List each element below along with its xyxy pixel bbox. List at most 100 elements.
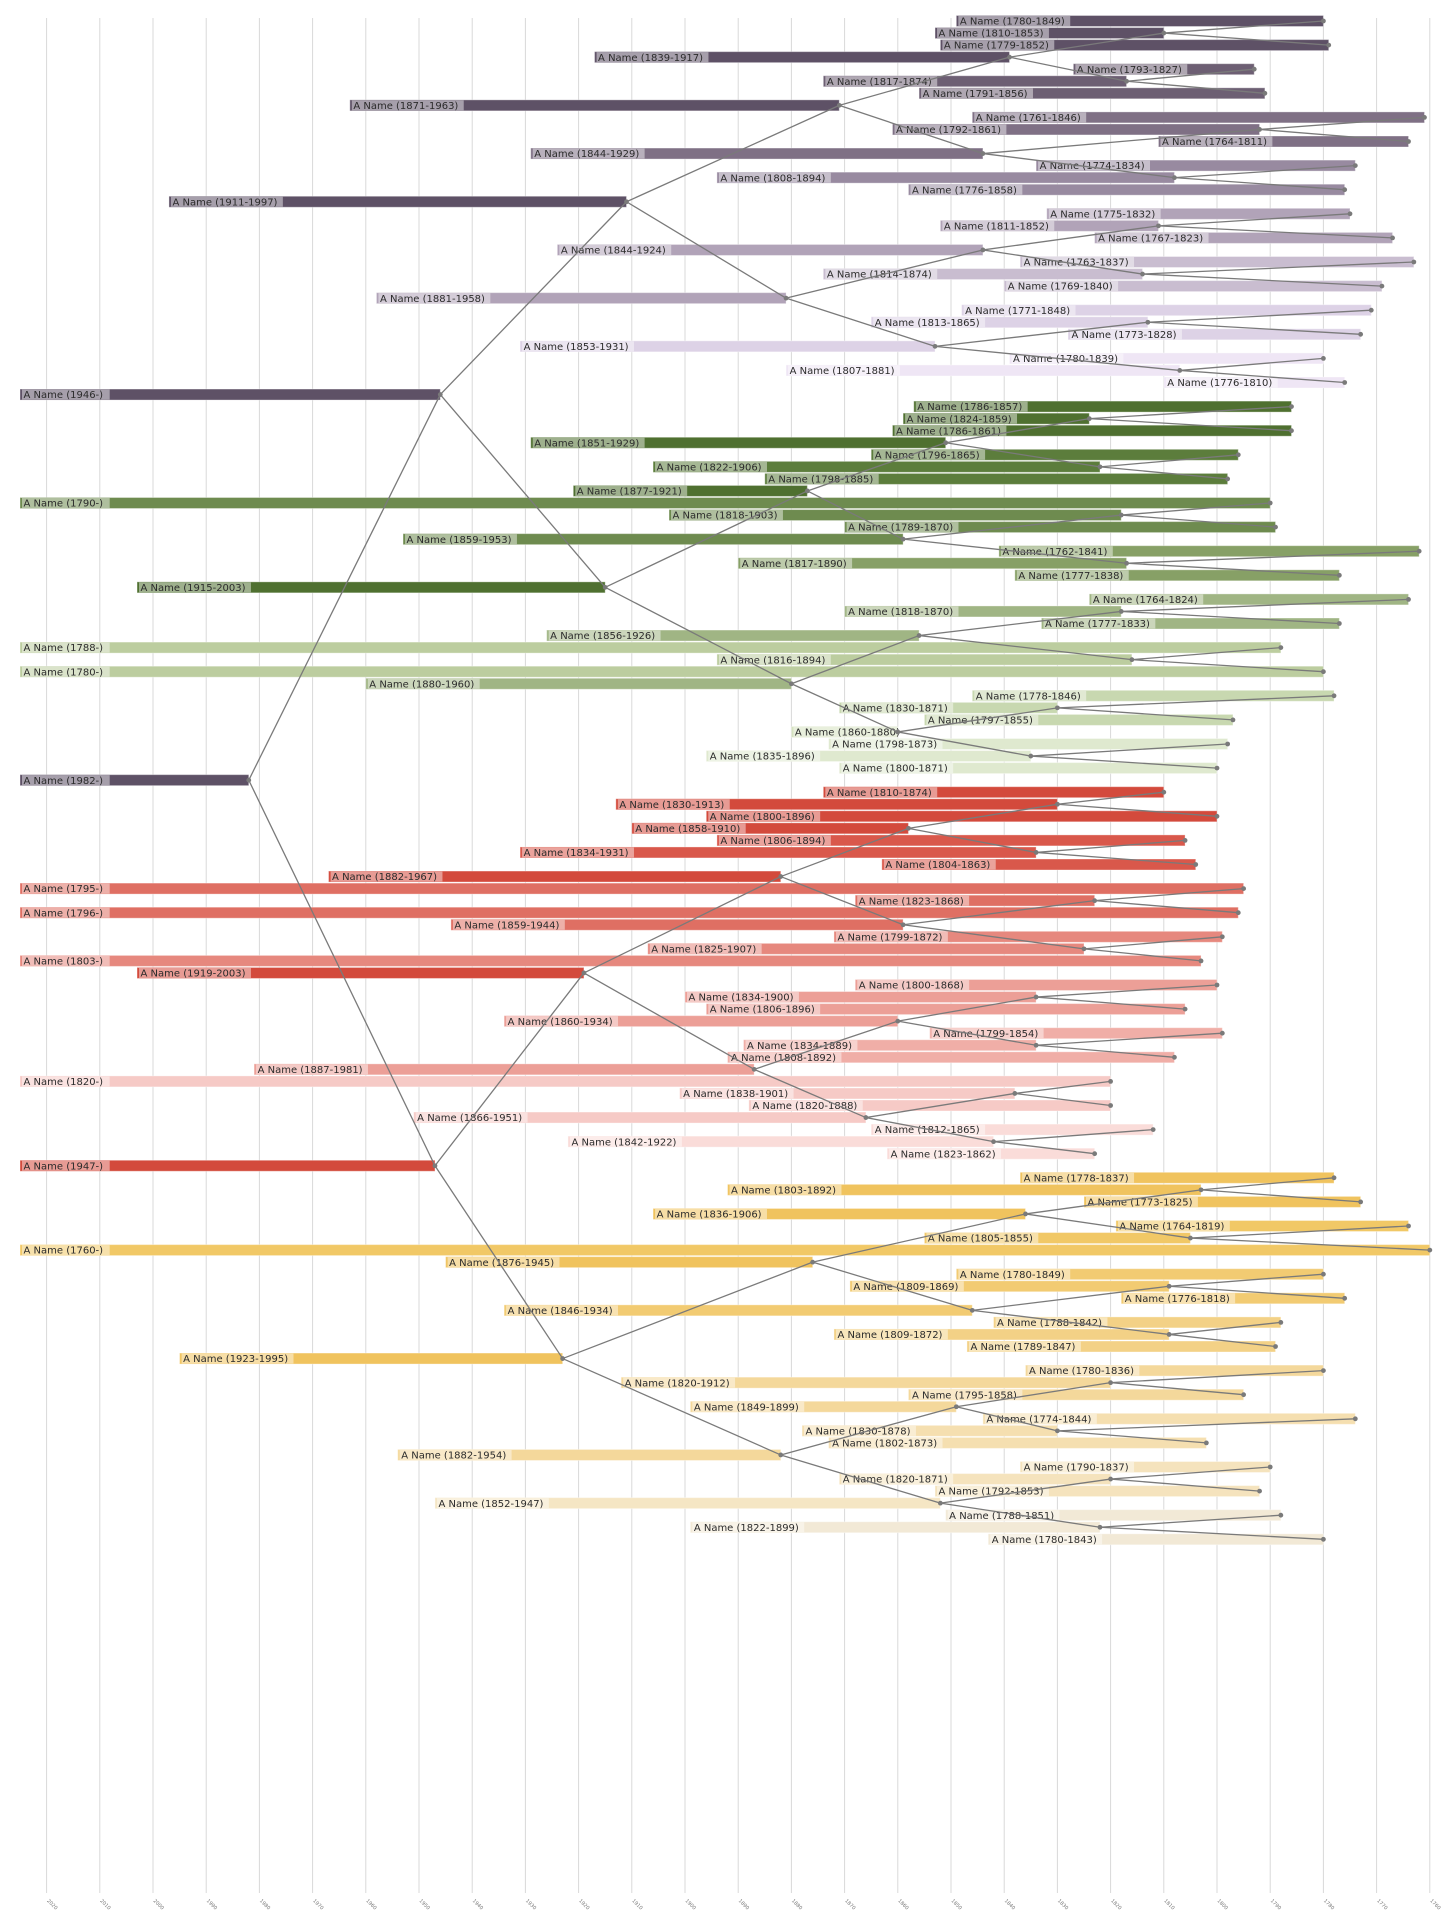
person-bar[interactable]: A Name (1835-1896)	[705, 750, 1032, 763]
label-background	[1117, 1221, 1230, 1231]
person-bar[interactable]: A Name (1849-1899)	[689, 1400, 957, 1413]
person-bar[interactable]: A Name (1803-1892)	[727, 1183, 1202, 1196]
person-bar[interactable]: A Name (1798-1873)	[828, 738, 1229, 751]
person-bar[interactable]: A Name (1808-1892)	[727, 1051, 1175, 1064]
person-bar[interactable]: A Name (1789-1847)	[966, 1340, 1277, 1353]
person-bar[interactable]: A Name (1923-1995)	[179, 1352, 564, 1365]
person-bar[interactable]: A Name (1793-1827)	[1072, 63, 1255, 76]
person-bar[interactable]: A Name (1780-)	[19, 665, 1324, 678]
person-bar[interactable]: A Name (1807-1881)	[785, 364, 1181, 377]
person-bar[interactable]: A Name (1786-1857)	[913, 400, 1292, 413]
person-bar[interactable]: A Name (1776-1818)	[1120, 1292, 1346, 1305]
person-bar[interactable]: A Name (1856-1926)	[546, 629, 920, 642]
label-background	[506, 1305, 619, 1316]
person-bar[interactable]: A Name (1803-)	[19, 954, 1202, 968]
person-bar[interactable]: A Name (1882-1954)	[397, 1448, 782, 1462]
person-bar[interactable]: A Name (1860-1934)	[503, 1015, 899, 1028]
person-bar[interactable]: A Name (1796-)	[19, 906, 1239, 919]
person-bar[interactable]: A Name (1790-1837)	[1019, 1461, 1271, 1474]
person-bar[interactable]: A Name (1788-)	[19, 641, 1282, 654]
person-bar[interactable]: A Name (1775-1832)	[1046, 207, 1351, 220]
person-bar[interactable]: A Name (1780-1836)	[1024, 1364, 1324, 1377]
person-bar[interactable]: A Name (1776-1858)	[907, 183, 1346, 196]
person-bar[interactable]: A Name (1800-1896)	[705, 810, 1218, 823]
person-bar[interactable]: A Name (1887-1981)	[253, 1063, 755, 1076]
person-bar[interactable]: A Name (1820-)	[19, 1075, 1112, 1088]
person-bar[interactable]: A Name (1774-1844)	[982, 1412, 1356, 1425]
person-bar[interactable]: A Name (1858-1910)	[631, 822, 909, 835]
person-bar[interactable]: A Name (1915-2003)	[136, 581, 606, 594]
bar-label: A Name (1795-1858)	[912, 1390, 1017, 1401]
birth-point	[1390, 235, 1395, 241]
person-bar[interactable]: A Name (1836-1906)	[652, 1207, 1026, 1221]
person-bar[interactable]: A Name (1760-)	[19, 1244, 1431, 1257]
person-bar[interactable]: A Name (1830-1878)	[801, 1424, 1058, 1437]
person-bar[interactable]: A Name (1844-1929)	[530, 147, 984, 160]
person-bar[interactable]: A Name (1882-1967)	[328, 870, 782, 883]
person-bar[interactable]: A Name (1822-1899)	[689, 1521, 1101, 1534]
person-bar[interactable]: A Name (1852-1947)	[434, 1497, 941, 1510]
person-bar[interactable]: A Name (1919-2003)	[136, 966, 585, 980]
person-bar[interactable]: A Name (1853-1931)	[519, 340, 936, 353]
person-bar[interactable]: A Name (1911-1997)	[168, 195, 627, 208]
person-bar[interactable]: A Name (1859-1944)	[450, 918, 904, 931]
person-bar[interactable]: A Name (1842-1922)	[567, 1135, 995, 1148]
person-bar[interactable]: A Name (1802-1873)	[828, 1436, 1207, 1450]
person-bar[interactable]: A Name (1809-1872)	[833, 1328, 1170, 1341]
person-bar[interactable]: A Name (1834-1931)	[519, 846, 1037, 859]
person-bar[interactable]: A Name (1809-1869)	[849, 1280, 1170, 1293]
person-bar[interactable]: A Name (1791-1856)	[918, 87, 1266, 100]
person-bar[interactable]: A Name (1817-1890)	[737, 557, 1128, 570]
person-bar[interactable]: A Name (1838-1901)	[679, 1087, 1016, 1100]
person-bar[interactable]: A Name (1808-1894)	[716, 171, 1175, 184]
person-bar[interactable]: A Name (1789-1870)	[844, 521, 1277, 534]
person-bar[interactable]: A Name (1859-1953)	[402, 533, 904, 546]
person-bar[interactable]: A Name (1795-1858)	[907, 1388, 1245, 1401]
person-bar[interactable]: A Name (1800-1868)	[854, 979, 1218, 992]
person-bar[interactable]: A Name (1830-1913)	[615, 798, 1058, 811]
person-bar[interactable]: A Name (1877-1921)	[572, 484, 808, 498]
person-bar[interactable]: A Name (1763-1837)	[1019, 256, 1415, 269]
person-bar[interactable]: A Name (1820-1912)	[620, 1376, 1112, 1389]
person-bar[interactable]: A Name (1881-1958)	[375, 292, 787, 305]
person-bar[interactable]: A Name (1880-1960)	[365, 677, 792, 690]
person-bar[interactable]: A Name (1834-1900)	[684, 991, 1037, 1004]
person-bar[interactable]: A Name (1818-1903)	[668, 509, 1122, 522]
person-bar[interactable]: A Name (1846-1934)	[503, 1304, 973, 1317]
person-bar[interactable]: A Name (1844-1924)	[556, 243, 984, 257]
person-bar[interactable]: A Name (1810-1874)	[822, 786, 1165, 799]
person-bar[interactable]: A Name (1777-1838)	[1014, 569, 1340, 582]
person-bar[interactable]: A Name (1820-1888)	[748, 1099, 1112, 1112]
person-bar[interactable]: A Name (1790-)	[19, 497, 1271, 510]
person-bar[interactable]: A Name (1795-)	[19, 882, 1245, 895]
person-bar[interactable]: A Name (1769-1840)	[1003, 280, 1383, 293]
person-bar[interactable]: A Name (1776-1810)	[1163, 376, 1346, 389]
person-bar[interactable]: A Name (1871-1963)	[349, 99, 840, 112]
person-bar[interactable]: A Name (1825-1907)	[647, 942, 1085, 955]
person-bars: A Name (1780-1849)A Name (1810-1853)A Na…	[19, 15, 1431, 1546]
person-bar[interactable]: A Name (1820-1871)	[838, 1473, 1112, 1486]
person-bar[interactable]: A Name (1851-1929)	[530, 436, 947, 449]
person-bar[interactable]: A Name (1764-1824)	[1088, 593, 1410, 606]
person-bar[interactable]: A Name (1834-1889)	[743, 1039, 1037, 1052]
person-bar[interactable]: A Name (1876-1945)	[445, 1256, 814, 1269]
person-bar[interactable]: A Name (1777-1833)	[1040, 617, 1340, 630]
person-bar[interactable]: A Name (1814-1874)	[822, 268, 1144, 281]
person-bar[interactable]: A Name (1805-1855)	[923, 1232, 1191, 1245]
person-bar[interactable]: A Name (1839-1917)	[594, 51, 1011, 64]
person-bar[interactable]: A Name (1947-)	[19, 1159, 436, 1172]
person-bar[interactable]: A Name (1773-1828)	[1067, 328, 1362, 341]
person-bar[interactable]: A Name (1817-1874)	[822, 75, 1128, 88]
person-bar[interactable]: A Name (1764-1819)	[1115, 1220, 1410, 1233]
person-bar[interactable]: A Name (1866-1951)	[413, 1111, 867, 1124]
person-bar[interactable]: A Name (1946-)	[19, 388, 441, 401]
person-bar[interactable]: A Name (1771-1848)	[961, 304, 1372, 317]
person-bar[interactable]: A Name (1778-1846)	[971, 689, 1335, 702]
person-bar[interactable]: A Name (1780-1843)	[987, 1533, 1324, 1546]
person-bar[interactable]: A Name (1816-1894)	[716, 653, 1133, 666]
person-bar[interactable]: A Name (1798-1885)	[764, 472, 1229, 486]
person-bar[interactable]: A Name (1806-1896)	[705, 1003, 1186, 1016]
person-bar[interactable]: A Name (1767-1823)	[1094, 231, 1394, 245]
birth-point	[991, 1139, 996, 1145]
person-bar[interactable]: A Name (1982-)	[19, 774, 250, 787]
